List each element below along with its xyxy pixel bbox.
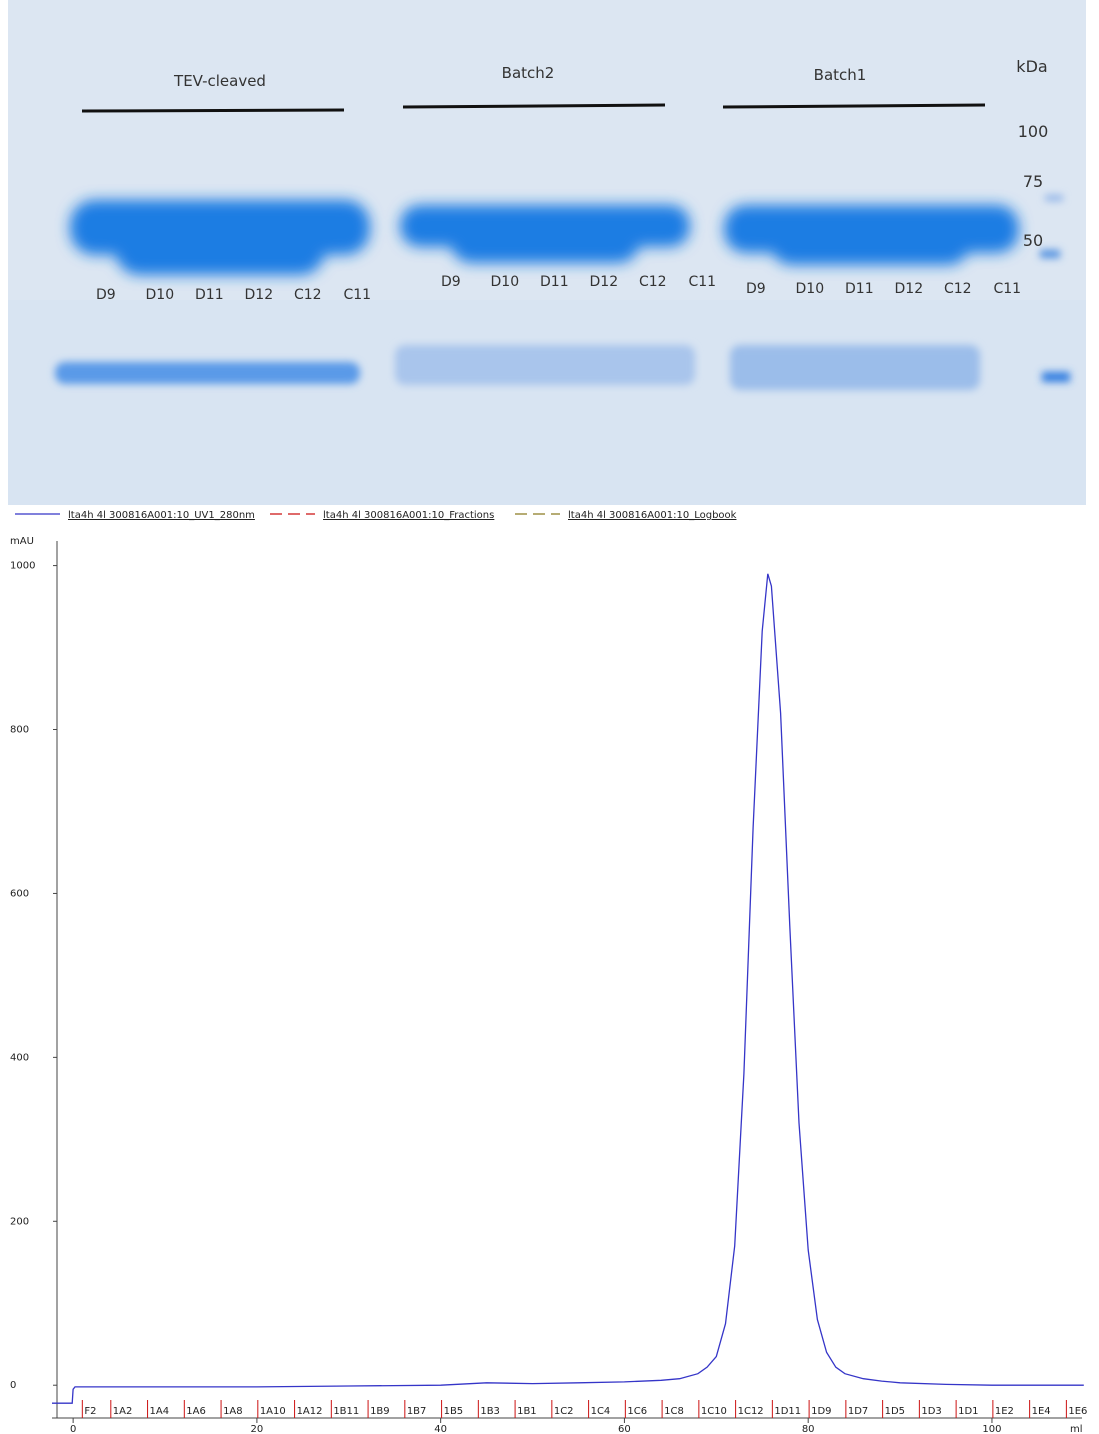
- lane-label: D9: [441, 274, 461, 290]
- line-series: [52, 573, 1084, 1404]
- lane-label: C11: [994, 281, 1022, 297]
- y-tick-label: 800: [10, 725, 29, 736]
- lane-label: D11: [195, 287, 224, 303]
- fraction-label: 1B5: [444, 1406, 464, 1417]
- chromatogram: mAU ml 0 200 400 600 800 1000 0 20 40 60 80 100 F2 1A…: [10, 510, 1087, 1434]
- lane-label: C12: [639, 274, 667, 290]
- lane-label: D12: [895, 281, 924, 297]
- group-bar: [722, 103, 986, 109]
- lane-label: D9: [96, 287, 116, 303]
- band: [115, 225, 325, 275]
- group-bar: [402, 103, 666, 109]
- fraction-label: 1A8: [223, 1406, 243, 1417]
- fraction-label: 1D9: [811, 1406, 831, 1417]
- fraction-label: 1D3: [921, 1406, 941, 1417]
- y-tick-label: 0: [10, 1380, 16, 1391]
- gel-image: TEV-cleaved Batch2 Batch1 kDa 100 75 50 …: [8, 0, 1086, 505]
- fraction-label: 1C6: [627, 1406, 647, 1417]
- y-tick-label: 1000: [10, 561, 35, 572]
- band: [450, 215, 640, 263]
- lane-label: C11: [344, 287, 372, 303]
- fraction-label: 1B3: [480, 1406, 500, 1417]
- lane-label: D9: [746, 281, 766, 297]
- band: [55, 362, 360, 384]
- x-axis-label: ml: [1070, 1424, 1083, 1434]
- lane-label: D10: [491, 274, 520, 290]
- legend-label: lta4h 4l 300816A001:10_UV1_280nm: [68, 510, 255, 521]
- marker-unit: kDa: [1016, 57, 1047, 76]
- fraction-label: 1B9: [370, 1406, 390, 1417]
- fraction-label: 1C4: [591, 1406, 611, 1417]
- x-tick-label: 40: [434, 1424, 447, 1434]
- fraction-label: 1A2: [113, 1406, 133, 1417]
- fraction-label: 1D5: [885, 1406, 905, 1417]
- fraction-label: 1D11: [774, 1406, 801, 1417]
- fraction-label: 1E4: [1032, 1406, 1051, 1417]
- lane-label: D10: [146, 287, 175, 303]
- bands: [70, 200, 1019, 275]
- group-label: Batch1: [814, 66, 867, 84]
- marker-label: 75: [1023, 172, 1043, 191]
- faint-bands: [55, 195, 1070, 390]
- legend-label: lta4h 4l 300816A001:10_Logbook: [568, 510, 737, 521]
- band: [395, 345, 695, 385]
- y-axis-label: mAU: [10, 536, 34, 547]
- x-tick-label: 20: [251, 1424, 264, 1434]
- fraction-label: 1E6: [1068, 1406, 1087, 1417]
- lane-label: D11: [540, 274, 569, 290]
- fraction-label: 1B11: [333, 1406, 359, 1417]
- x-tick-label: 0: [70, 1424, 76, 1434]
- lane-label: D12: [590, 274, 619, 290]
- fraction-label: 1A4: [150, 1406, 170, 1417]
- lane-label: C11: [689, 274, 717, 290]
- marker-label: 100: [1018, 122, 1049, 141]
- fraction-label: 1C10: [701, 1406, 727, 1417]
- band: [730, 345, 980, 390]
- ladder: [1042, 372, 1070, 382]
- lane-label: D10: [796, 281, 825, 297]
- lane-label: D12: [245, 287, 274, 303]
- lane-label: D11: [845, 281, 874, 297]
- fraction-label: 1B7: [407, 1406, 427, 1417]
- y-tick-label: 400: [10, 1052, 29, 1063]
- x-tick-label: 80: [802, 1424, 815, 1434]
- legend-label: lta4h 4l 300816A001:10_Fractions: [323, 510, 494, 521]
- fraction-label: 1D7: [848, 1406, 868, 1417]
- fraction-label: 1D1: [958, 1406, 978, 1417]
- fraction-label: 1C8: [664, 1406, 684, 1417]
- lane-label: C12: [944, 281, 972, 297]
- fraction-label: 1C12: [738, 1406, 764, 1417]
- fraction-label: 1B1: [517, 1406, 537, 1417]
- group-label: Batch2: [502, 64, 555, 82]
- y-tick-label: 600: [10, 888, 29, 899]
- lane-label: C12: [294, 287, 322, 303]
- band: [770, 220, 970, 265]
- gel-lower: [8, 300, 1086, 505]
- marker-label: 50: [1023, 231, 1043, 250]
- x-tick-label: 100: [982, 1424, 1001, 1434]
- fraction-label: 1C2: [554, 1406, 574, 1417]
- y-tick-label: 200: [10, 1216, 29, 1227]
- fraction-label: 1A10: [260, 1406, 286, 1417]
- group-label: TEV-cleaved: [173, 72, 266, 90]
- x-tick-label: 60: [618, 1424, 631, 1434]
- fraction-label: F2: [84, 1406, 96, 1417]
- fraction-label: 1A12: [297, 1406, 323, 1417]
- group-bar: [81, 108, 345, 113]
- fraction-label: 1A6: [186, 1406, 206, 1417]
- ladder: [1045, 195, 1063, 201]
- ladder: [1040, 250, 1060, 258]
- fraction-label: 1E2: [995, 1406, 1014, 1417]
